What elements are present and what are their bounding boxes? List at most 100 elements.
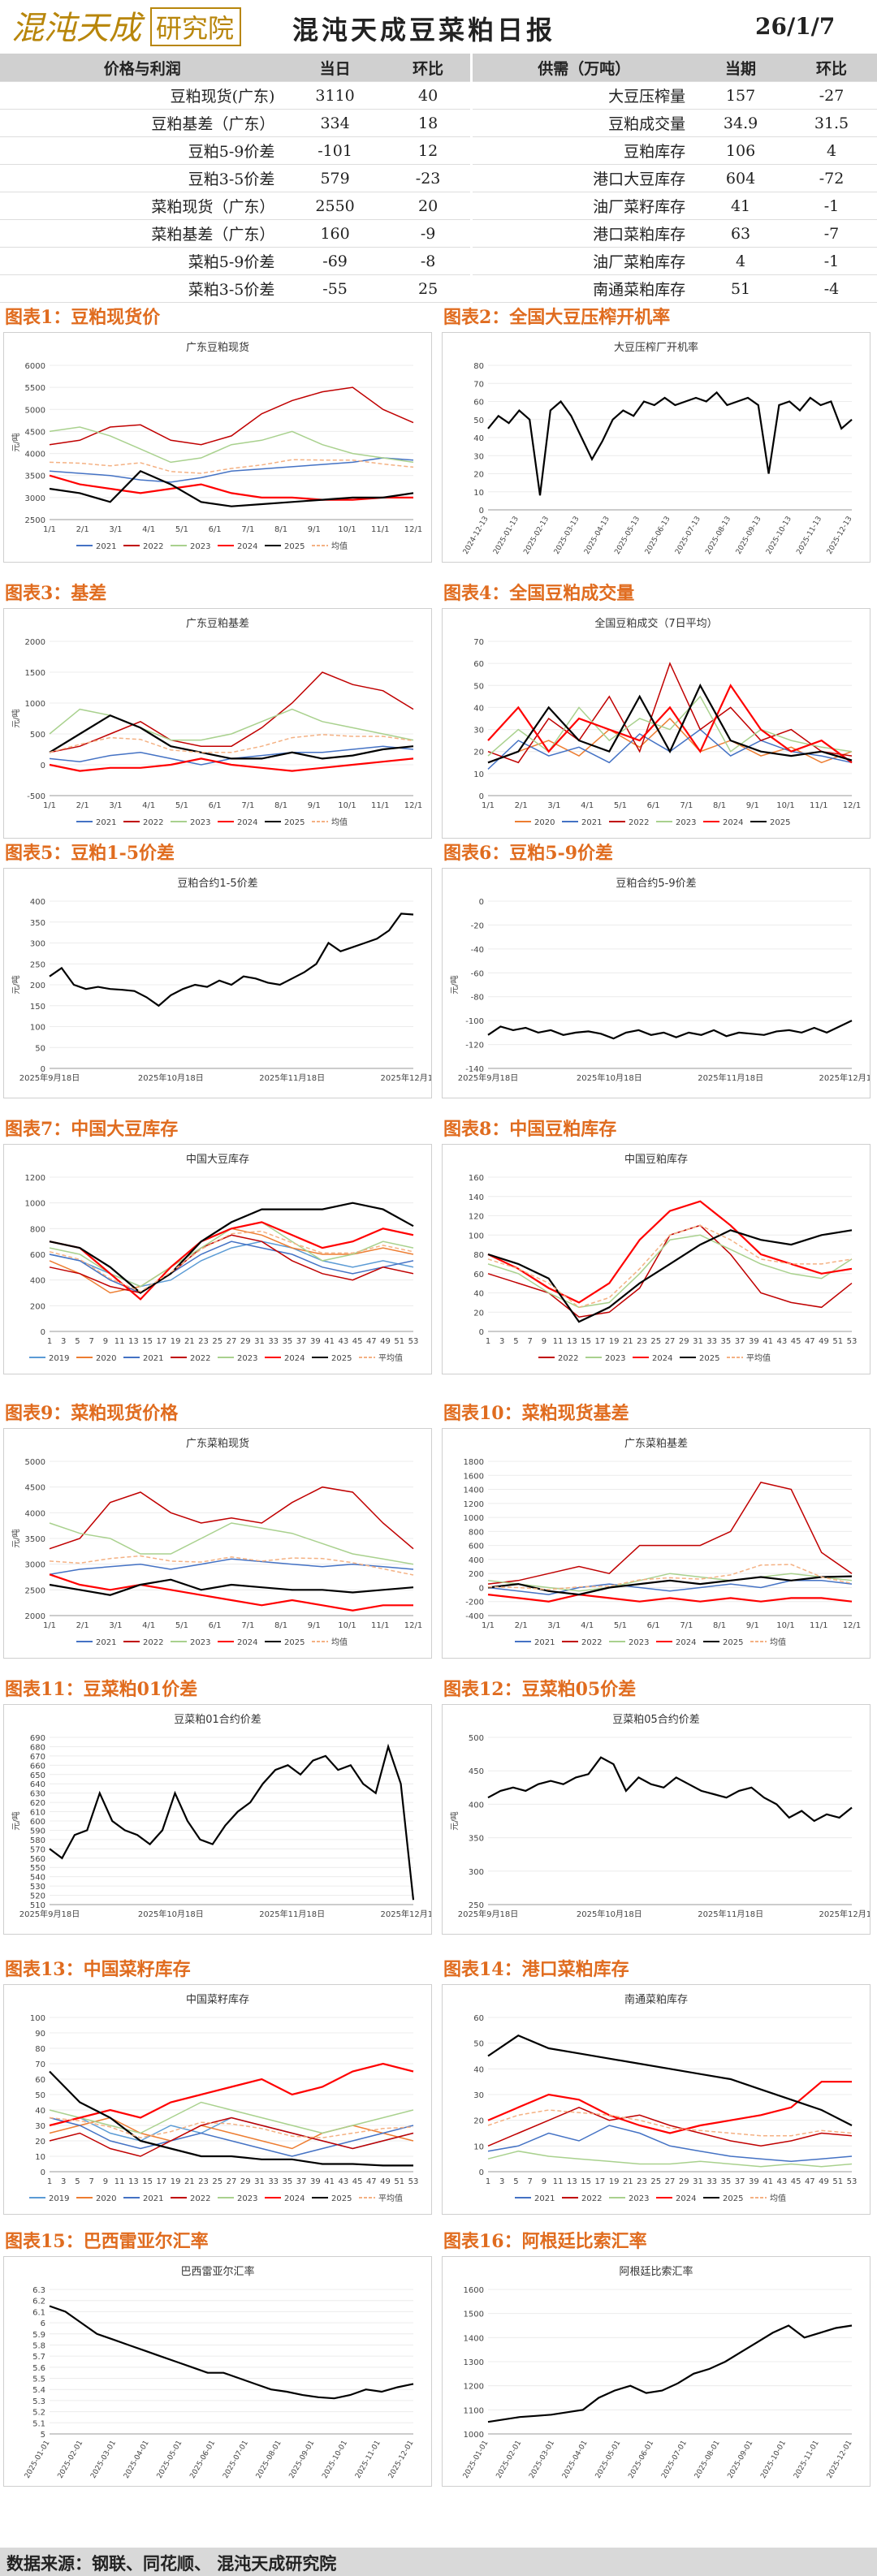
x-tick-label: 2/1 xyxy=(76,525,89,534)
x-tick-label: 15 xyxy=(142,2177,153,2186)
x-tick-label: 9/1 xyxy=(746,1621,759,1630)
y-tick-label: 2500 xyxy=(25,516,45,525)
y-tick-label: 0 xyxy=(479,1584,484,1593)
x-tick-label: 7/1 xyxy=(241,801,254,810)
line-chart: 阿根廷比索汇率 1000 1100 1200 1300 1400 1500 1600 2025-… xyxy=(462,2265,854,2480)
series-line-2025 xyxy=(49,1202,414,1294)
table-cell: -7 xyxy=(786,219,877,248)
x-tick-label: 13 xyxy=(567,1337,577,1346)
col-header: 环比 xyxy=(385,54,472,82)
chart-title: 豆粕合约1-5价差 xyxy=(177,878,257,890)
col-header: 供需（万吨） xyxy=(470,54,696,82)
legend-label: 2023 xyxy=(190,542,210,551)
chart-title: 广东豆粕基差 xyxy=(186,618,249,630)
y-tick-label: 6.1 xyxy=(32,2308,45,2317)
chart-section-title: 图表13：中国菜籽库存 xyxy=(5,1959,191,1980)
chart-title: 广东菜粕基差 xyxy=(624,1438,688,1450)
x-tick-label: 1 xyxy=(486,2177,490,2186)
series-line-均值 xyxy=(49,459,414,474)
x-tick-label: 39 xyxy=(749,2177,759,2186)
legend-label: 2025 xyxy=(770,818,790,827)
table-cell: 63 xyxy=(695,219,787,248)
series-line-2025 xyxy=(49,714,414,760)
series-line-2025 xyxy=(49,2070,413,2167)
chart-frame: 南通菜粕库存 0 10 20 30 40 50 60 1 3 5 7 9 11 13 15 17 19 21 23 25… xyxy=(442,1984,871,2215)
series-line-均值 xyxy=(49,1555,414,1576)
y-tick-label: 100 xyxy=(30,1024,45,1033)
y-tick-label: 120 xyxy=(469,1213,484,1222)
y-tick-label: 350 xyxy=(469,1835,484,1844)
x-tick-label: 2025-08-01 xyxy=(693,2440,722,2480)
x-tick-label: 41 xyxy=(763,1337,773,1346)
x-tick-label: 13 xyxy=(128,2177,139,2186)
chart-section-title: 图表12：豆菜粕05价差 xyxy=(443,1679,637,1700)
y-tick-label: 550 xyxy=(30,1864,45,1873)
x-tick-label: 2/1 xyxy=(515,1621,528,1630)
table-cell: 豆粕库存 xyxy=(470,136,696,165)
y-tick-label: 1200 xyxy=(464,2383,484,2392)
y-tick-label: -100 xyxy=(465,1017,484,1026)
report-header: 混沌天成 研究院 混沌天成豆菜粕日报 26/1/7 xyxy=(0,0,877,54)
chart-title: 广东菜粕现货 xyxy=(186,1437,249,1450)
x-tick-label: 51 xyxy=(394,1337,404,1346)
series-line-value xyxy=(487,2324,853,2423)
y-tick-label: 100 xyxy=(469,1232,484,1241)
x-tick-label: 2025-06-01 xyxy=(188,2440,217,2480)
y-tick-label: 0 xyxy=(41,1065,45,1074)
x-tick-label: 17 xyxy=(594,2177,605,2186)
chart-frame: 大豆压榨厂开机率 0 10 20 30 40 50 60 70 80 2024-12-13 2025-… xyxy=(442,332,871,563)
x-tick-label: 2025年11月18日 xyxy=(259,1072,325,1083)
legend-label: 2022 xyxy=(581,2194,602,2203)
x-tick-label: 2025年9月18日 xyxy=(458,1909,519,1919)
x-tick-label: 9 xyxy=(103,2177,108,2186)
y-tick-label: 530 xyxy=(30,1883,45,1892)
x-tick-label: 41 xyxy=(324,1337,335,1346)
x-tick-label: 5 xyxy=(75,2177,80,2186)
chart-title: 中国大豆库存 xyxy=(186,1153,249,1166)
y-tick-label: 5.9 xyxy=(32,2331,45,2340)
legend-label: 2019 xyxy=(49,1354,69,1363)
chart-section-title: 图表16：阿根廷比索汇率 xyxy=(443,2231,647,2252)
y-tick-label: 5 xyxy=(41,2431,45,2440)
footer: 数据来源：钢联、同花顺、 混沌天成研究院 xyxy=(0,2548,877,2576)
y-tick-label: 60 xyxy=(35,2076,45,2085)
x-tick-label: 3/1 xyxy=(109,525,122,534)
y-axis-label: 元/吨 xyxy=(11,433,21,451)
x-tick-label: 31 xyxy=(693,2177,703,2186)
x-tick-label: 33 xyxy=(706,2177,717,2186)
series-line-2022 xyxy=(487,662,853,764)
x-tick-label: 2025-02-01 xyxy=(57,2440,85,2480)
y-tick-label: 40 xyxy=(473,704,484,713)
y-tick-label: 4500 xyxy=(25,1484,45,1493)
series-line-2025 xyxy=(49,469,414,507)
x-tick-label: 13 xyxy=(567,2177,577,2186)
table-header-row: 价格与利润 当日 环比 供需（万吨） 当期 环比 xyxy=(0,54,877,82)
x-tick-label: 10/1 xyxy=(338,525,356,534)
table-cell: 油厂菜籽库存 xyxy=(470,192,696,220)
col-header: 环比 xyxy=(786,54,877,82)
x-tick-label: 3/1 xyxy=(547,801,560,810)
legend-label: 2024 xyxy=(652,1354,672,1363)
table-cell: -4 xyxy=(786,274,877,303)
x-tick-label: 2025-04-01 xyxy=(123,2440,151,2480)
y-tick-label: 580 xyxy=(30,1836,45,1845)
line-chart: 豆菜粕01合约价差元/吨5105205305405505605705805906… xyxy=(11,1714,431,1919)
chart-title: 南通菜粕库存 xyxy=(624,1993,688,2006)
table-cell: 豆粕成交量 xyxy=(470,109,696,137)
table-cell: -1 xyxy=(786,192,877,220)
table-cell: 157 xyxy=(695,81,787,110)
y-tick-label: 2500 xyxy=(25,1586,45,1595)
x-tick-label: 5/1 xyxy=(614,1621,627,1630)
x-tick-label: 27 xyxy=(665,2177,676,2186)
y-tick-label: -120 xyxy=(465,1042,484,1051)
x-tick-label: 29 xyxy=(240,1337,251,1346)
legend-label: 2024 xyxy=(237,818,257,827)
chart-title: 巴西雷亚尔汇率 xyxy=(180,2265,254,2278)
series-line-2022 xyxy=(49,671,414,753)
x-tick-label: 5 xyxy=(75,1337,80,1346)
y-tick-label: 620 xyxy=(30,1799,45,1808)
col-header: 当期 xyxy=(695,54,787,82)
x-tick-label: 49 xyxy=(819,1337,829,1346)
